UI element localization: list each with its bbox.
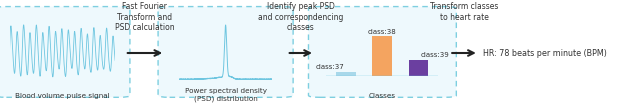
- FancyBboxPatch shape: [158, 7, 293, 97]
- Text: class:38: class:38: [368, 29, 397, 35]
- Bar: [408, 60, 428, 76]
- Text: Transform classes
to heart rate: Transform classes to heart rate: [430, 2, 498, 22]
- Text: Identify peak PSD
and correspondencing
classes: Identify peak PSD and correspondencing c…: [258, 2, 344, 32]
- FancyBboxPatch shape: [0, 7, 130, 97]
- FancyBboxPatch shape: [308, 7, 456, 97]
- Text: class:37: class:37: [316, 64, 344, 70]
- Text: Fast Fourier
Transform and
PSD calculation: Fast Fourier Transform and PSD calculati…: [115, 2, 175, 32]
- Text: HR: 78 beats per minute (BPM): HR: 78 beats per minute (BPM): [483, 49, 607, 57]
- Text: class:39: class:39: [420, 52, 449, 58]
- Text: Power spectral density
(PSD) distribution: Power spectral density (PSD) distributio…: [184, 88, 267, 102]
- Bar: [337, 72, 356, 76]
- Text: Classes: Classes: [369, 93, 396, 99]
- Bar: [372, 36, 392, 76]
- Text: Blood volume pulse signal: Blood volume pulse signal: [15, 93, 109, 99]
